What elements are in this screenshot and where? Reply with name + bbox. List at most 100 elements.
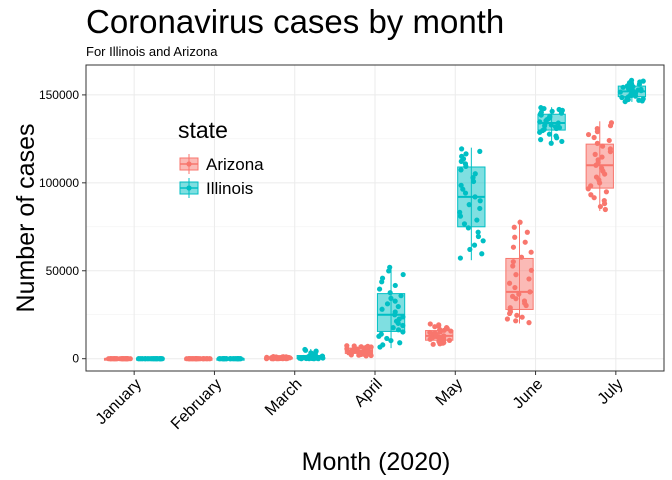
data-point: [472, 194, 478, 200]
data-point: [593, 174, 600, 180]
y-axis: 0 50000 100000 150000: [39, 88, 86, 366]
data-point: [157, 356, 163, 362]
data-point: [607, 146, 613, 152]
data-point: [395, 303, 401, 310]
data-point: [427, 321, 433, 327]
data-point: [514, 312, 520, 318]
data-point: [538, 109, 544, 115]
data-point: [588, 192, 594, 198]
data-point: [300, 354, 306, 361]
data-point: [556, 124, 563, 131]
data-point: [446, 337, 453, 343]
data-point: [594, 126, 600, 132]
data-point: [475, 229, 481, 235]
data-point: [398, 293, 404, 299]
x-tick-label: July: [595, 376, 627, 408]
data-point: [549, 108, 555, 114]
data-point: [436, 322, 442, 328]
data-point: [640, 78, 646, 84]
data-point: [620, 84, 626, 90]
data-point: [459, 153, 465, 159]
data-point: [480, 238, 486, 244]
data-point: [553, 133, 559, 139]
data-point: [388, 337, 394, 344]
data-point: [628, 77, 635, 83]
data-point: [358, 344, 364, 350]
data-point: [512, 284, 518, 291]
legend-key-point: [186, 185, 192, 191]
data-point: [379, 275, 386, 281]
data-point: [591, 195, 597, 201]
data-point: [313, 348, 319, 354]
data-point: [397, 340, 403, 346]
data-point: [606, 137, 612, 144]
data-point: [390, 325, 396, 331]
data-point: [599, 143, 606, 149]
data-point: [521, 298, 528, 304]
data-point: [384, 301, 391, 307]
grid-lines: [86, 65, 664, 371]
data-point: [547, 113, 553, 119]
x-tick-label: June: [510, 376, 547, 413]
data-point: [594, 140, 600, 147]
y-axis-title: Number of cases: [12, 124, 40, 313]
data-point: [591, 134, 597, 141]
data-point: [457, 209, 463, 215]
data-point: [400, 314, 406, 320]
data-point: [463, 151, 469, 157]
data-point: [538, 105, 544, 111]
data-point: [597, 203, 604, 210]
data-point: [517, 219, 523, 225]
data-point: [229, 356, 235, 362]
data-point: [592, 151, 598, 157]
legend-key-point: [186, 161, 192, 167]
data-point: [471, 242, 478, 248]
data-point: [400, 329, 406, 335]
data-point: [506, 280, 513, 286]
data-point: [280, 354, 286, 360]
data-point: [556, 106, 562, 113]
data-point: [465, 225, 471, 231]
data-point: [427, 329, 433, 336]
data-point: [527, 289, 533, 295]
data-point: [474, 217, 480, 223]
data-point: [379, 306, 385, 312]
data-point: [599, 165, 605, 171]
data-point: [148, 356, 154, 362]
data-point: [200, 356, 206, 362]
data-point: [603, 189, 609, 195]
data-point: [221, 356, 228, 362]
data-point: [472, 171, 478, 177]
data-point: [270, 354, 276, 360]
x-tick-label: April: [351, 376, 386, 411]
data-point: [507, 305, 513, 311]
data-point: [526, 320, 532, 326]
data-point: [477, 148, 483, 154]
data-point: [528, 249, 534, 255]
data-point: [105, 356, 112, 362]
x-axis-title: Month (2020): [302, 448, 451, 476]
data-point: [123, 356, 129, 362]
data-point: [513, 272, 519, 278]
data-point: [479, 251, 485, 257]
y-tick-label: 0: [72, 352, 79, 366]
data-point: [510, 259, 516, 265]
x-tick-label: March: [262, 376, 305, 419]
data-point: [526, 276, 532, 282]
data-point: [194, 356, 200, 362]
data-point: [619, 94, 625, 101]
data-point: [432, 324, 438, 330]
data-point: [216, 356, 222, 362]
data-point: [467, 246, 473, 253]
legend-label: Arizona: [206, 155, 264, 174]
y-tick-label: 150000: [39, 88, 79, 102]
points-layer: [105, 77, 646, 362]
data-point: [524, 229, 530, 235]
data-point: [513, 318, 519, 324]
data-point: [511, 224, 517, 230]
data-point: [538, 136, 544, 143]
data-point: [504, 316, 511, 322]
data-point: [617, 89, 623, 95]
data-point: [400, 271, 406, 278]
data-point: [459, 146, 465, 152]
